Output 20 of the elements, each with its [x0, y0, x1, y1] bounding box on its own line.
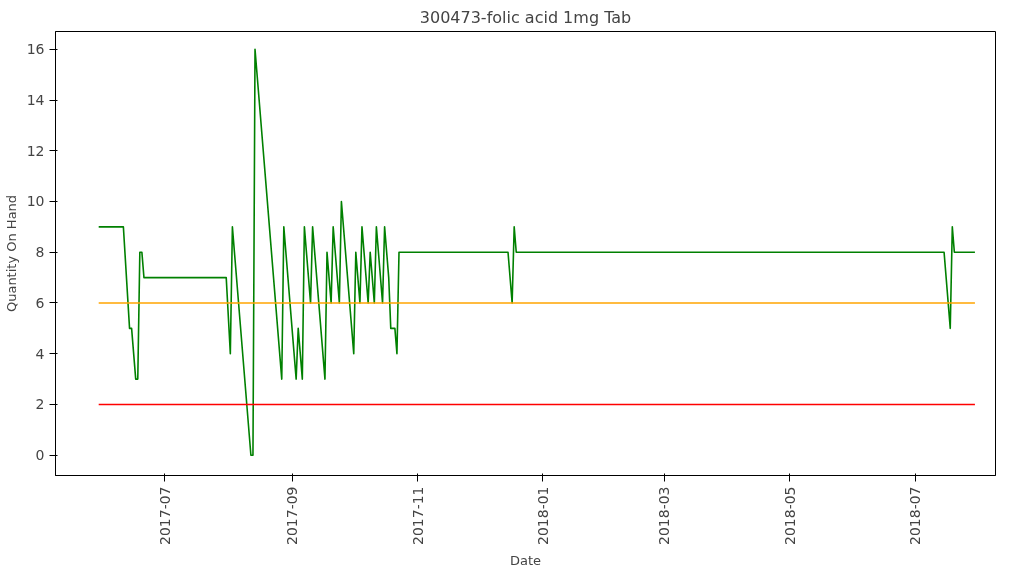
x-tick-label: 2018-07: [907, 486, 924, 545]
y-tick-label: 10: [26, 193, 45, 210]
x-tick-label: 2017-11: [409, 486, 426, 545]
y-tick-label: 2: [35, 396, 45, 413]
y-tick-label: 0: [35, 447, 45, 464]
y-tick-label: 14: [26, 92, 45, 108]
x-tick-label: 2018-01: [534, 486, 551, 545]
x-axis-title: Date: [509, 553, 542, 568]
x-tick-label: 2018-03: [656, 486, 673, 545]
y-tick-label: 12: [26, 142, 45, 159]
line-series: [97, 48, 976, 456]
x-tick-label: 2018-05: [781, 486, 798, 545]
y-axis-title: Quantity On Hand: [3, 194, 19, 313]
chart-title: 300473-folic acid 1mg Tab: [419, 7, 632, 27]
x-tick-label: 2017-09: [284, 486, 301, 545]
y-tick-label: 8: [35, 244, 45, 261]
y-tick-label: 4: [35, 345, 45, 362]
y-tick-label: 6: [35, 294, 45, 311]
y-tick-label: 16: [26, 41, 45, 58]
x-tick-label: 2017-07: [156, 486, 173, 545]
